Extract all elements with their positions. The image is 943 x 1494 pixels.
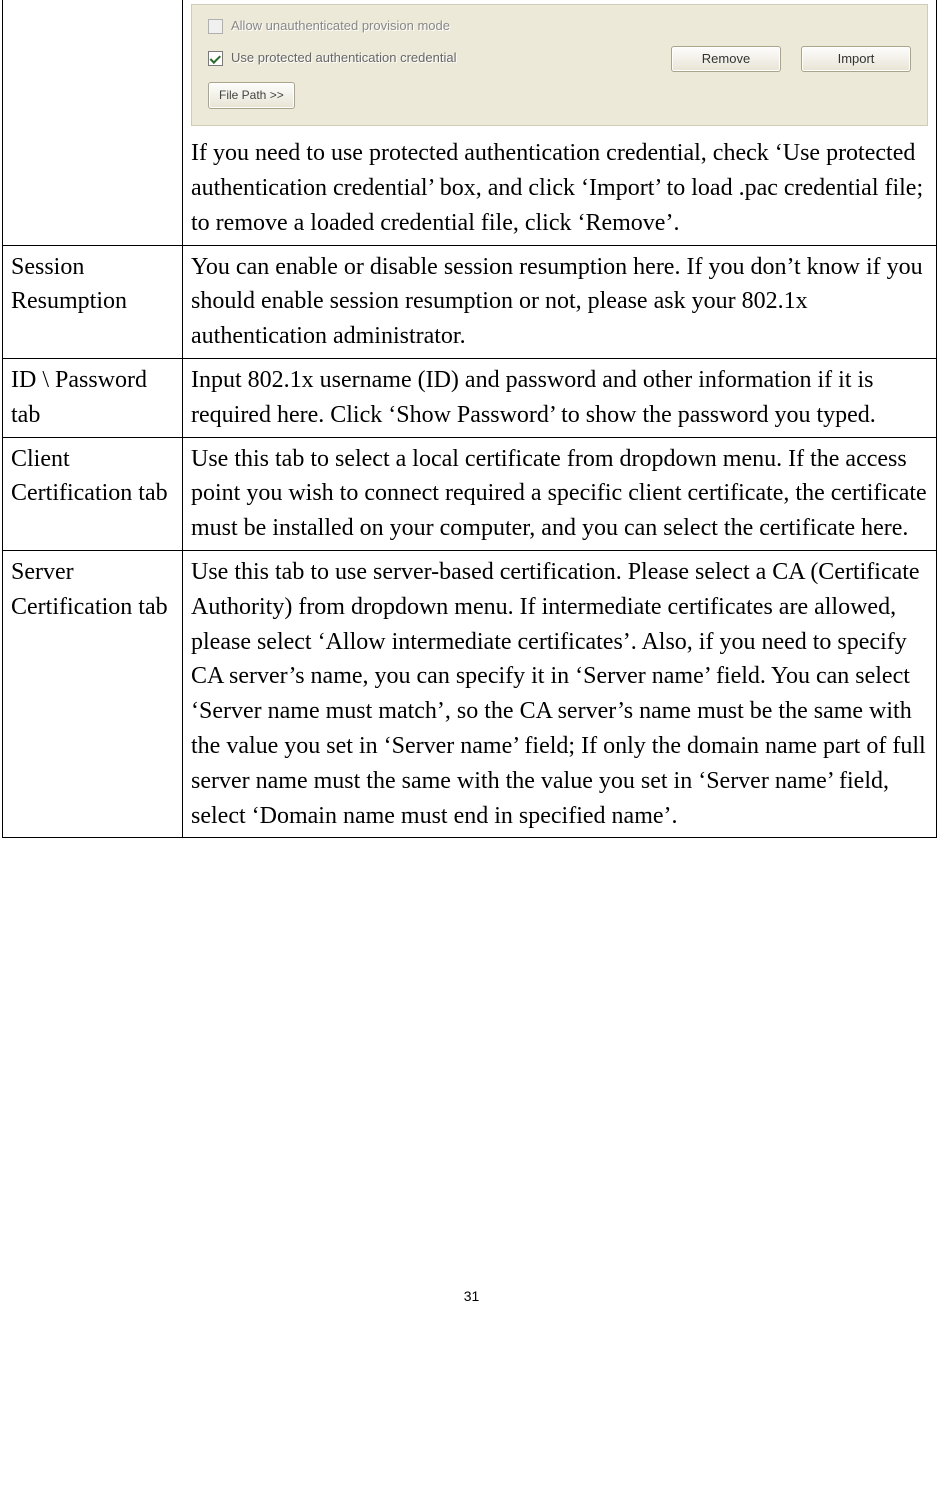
allow-unauth-label: Allow unauthenticated provision mode [231,17,450,36]
filepath-button[interactable]: File Path >> [208,82,295,109]
checkbox-row-1: Allow unauthenticated provision mode [208,17,911,36]
row1-desc: You can enable or disable session resump… [191,254,923,350]
row4-label: Server Certification tab [11,559,168,620]
row2-label: ID \ Password tab [11,367,147,428]
import-button[interactable]: Import [801,46,911,72]
row2-label-cell: ID \ Password tab [3,359,183,438]
documentation-table: Allow unauthenticated provision mode Use… [2,0,937,838]
allow-unauth-checkbox[interactable] [208,19,223,34]
row2-desc: Input 802.1x username (ID) and password … [191,367,876,428]
credential-ui-panel: Allow unauthenticated provision mode Use… [191,4,928,126]
row0-label-cell [3,0,183,245]
filepath-row: File Path >> [208,82,911,109]
row2-desc-cell: Input 802.1x username (ID) and password … [183,359,937,438]
row0-desc: If you need to use protected authenticat… [191,140,923,236]
row1-label: Session Resumption [11,254,127,315]
row3-label: Client Certification tab [11,446,168,507]
row4-desc: Use this tab to use server-based certifi… [191,559,926,829]
row0-desc-cell: Allow unauthenticated provision mode Use… [183,0,937,245]
checkbox-row-2: Use protected authentication credential … [208,46,911,72]
row4-label-cell: Server Certification tab [3,551,183,838]
row4-desc-cell: Use this tab to use server-based certifi… [183,551,937,838]
row1-label-cell: Session Resumption [3,245,183,358]
row3-label-cell: Client Certification tab [3,437,183,550]
row3-desc-cell: Use this tab to select a local certifica… [183,437,937,550]
row1-desc-cell: You can enable or disable session resump… [183,245,937,358]
row3-desc: Use this tab to select a local certifica… [191,446,927,542]
page-number: 31 [0,1288,943,1304]
use-protected-checkbox[interactable] [208,51,223,66]
remove-button[interactable]: Remove [671,46,781,72]
use-protected-label: Use protected authentication credential [231,49,456,68]
